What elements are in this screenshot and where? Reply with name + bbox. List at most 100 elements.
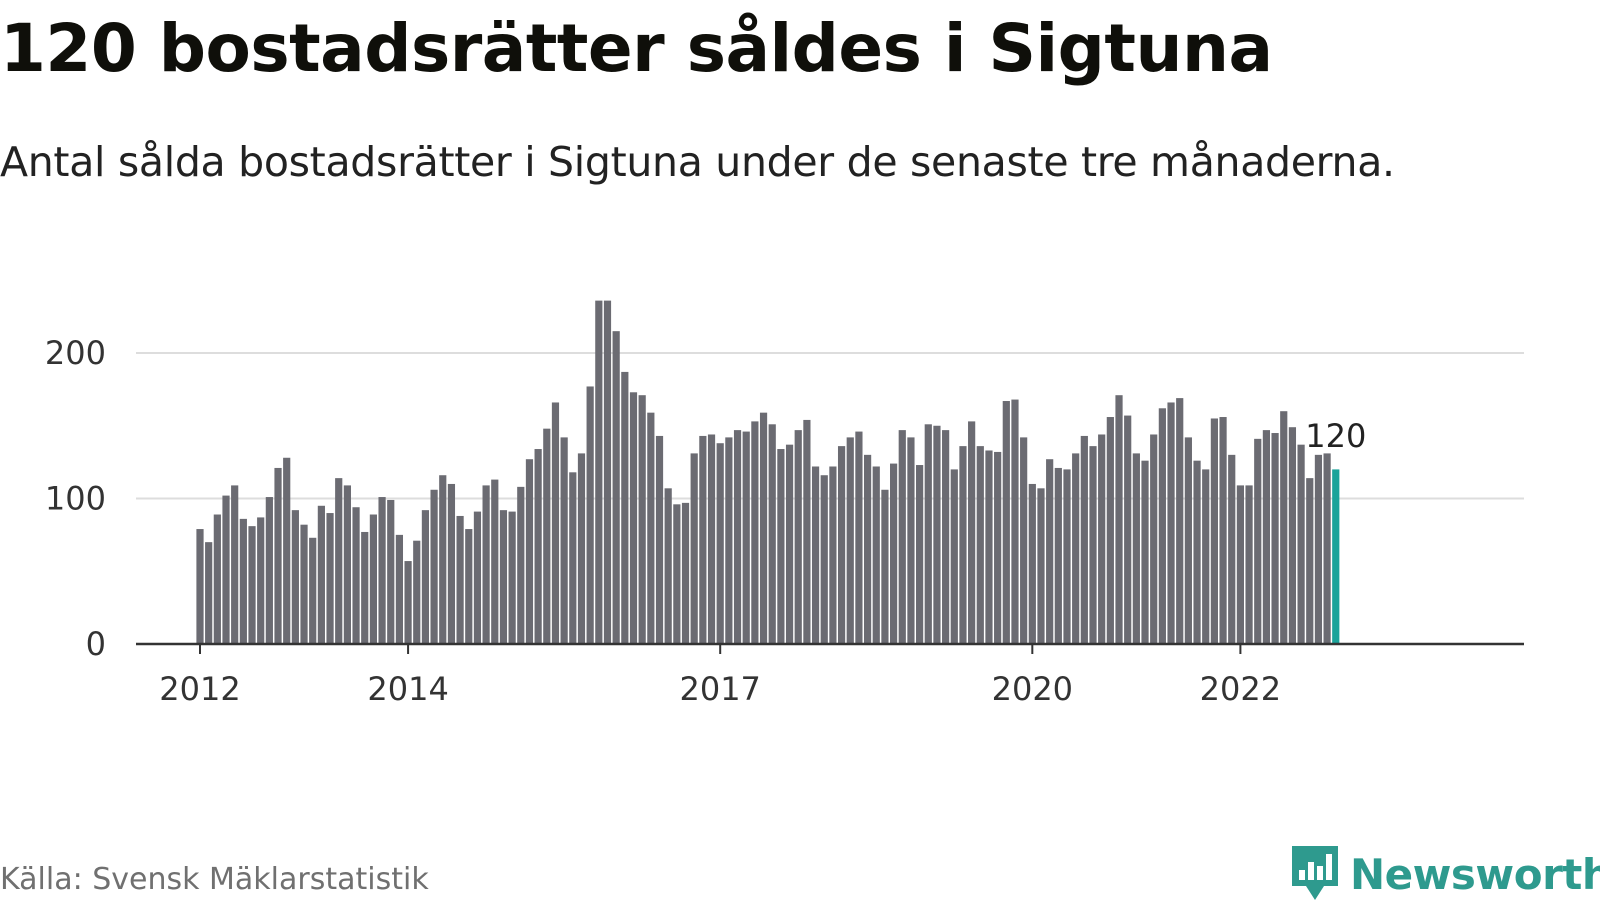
bar — [1184, 437, 1192, 644]
bar — [1288, 427, 1297, 644]
bar — [309, 537, 317, 644]
bar — [725, 437, 733, 644]
bar — [395, 534, 404, 644]
bar — [1020, 437, 1028, 644]
bar — [1167, 402, 1175, 644]
bar — [942, 430, 950, 644]
bar — [777, 449, 785, 644]
bar — [439, 475, 447, 644]
bar — [283, 457, 291, 644]
bar — [1106, 417, 1114, 644]
bar — [1297, 444, 1305, 644]
bar — [577, 453, 586, 644]
bar-highlight — [1332, 469, 1340, 644]
bar — [569, 472, 577, 644]
bar — [1228, 454, 1236, 644]
bar — [950, 469, 958, 644]
bar — [890, 463, 898, 644]
bar — [378, 497, 386, 644]
brand-logo: Newsworthy — [1290, 844, 1600, 904]
bar — [1063, 469, 1071, 644]
bar — [560, 437, 568, 644]
bar — [673, 504, 681, 644]
chart-title: 120 bostadsrätter såldes i Sigtuna — [0, 10, 1273, 87]
bar — [404, 561, 412, 644]
bar — [1089, 446, 1097, 644]
bar — [213, 514, 221, 644]
y-axis: 0 100 200 — [45, 334, 106, 663]
bar — [205, 542, 213, 644]
bar — [681, 502, 690, 644]
bar — [1176, 398, 1184, 644]
bar — [811, 466, 820, 644]
bar — [1254, 438, 1262, 644]
bar — [968, 421, 976, 644]
bar — [1306, 478, 1314, 644]
bar — [508, 511, 516, 644]
bar — [1245, 485, 1253, 644]
bar — [326, 513, 334, 644]
bar — [551, 402, 560, 644]
bar — [352, 507, 360, 644]
bar — [543, 428, 551, 644]
bar — [1011, 399, 1019, 644]
bar — [768, 424, 776, 644]
bar — [916, 465, 924, 644]
x-axis: 2012 2014 2017 2020 2022 — [159, 644, 1281, 708]
bar — [239, 518, 247, 644]
bar — [456, 515, 464, 644]
brand-name: Newsworthy — [1350, 849, 1600, 899]
bar — [751, 421, 759, 644]
bar — [829, 466, 837, 644]
bar — [1150, 434, 1158, 644]
bar — [1219, 417, 1227, 644]
bar — [803, 419, 811, 644]
bar — [742, 431, 750, 644]
bar — [933, 425, 941, 644]
bar — [846, 437, 854, 644]
bar — [1193, 460, 1201, 644]
bar — [1124, 415, 1132, 644]
bar — [638, 395, 646, 644]
bar — [603, 300, 612, 644]
bar — [759, 412, 768, 644]
bar — [1262, 430, 1271, 644]
newsworthy-logo-icon — [1292, 846, 1338, 900]
bar — [647, 412, 655, 644]
bar-series — [196, 300, 1340, 644]
bar — [1202, 469, 1210, 644]
bar — [1158, 408, 1166, 644]
bar — [664, 488, 672, 644]
bar — [733, 430, 742, 644]
bar — [707, 434, 716, 644]
bar — [335, 478, 343, 644]
bar — [1115, 395, 1123, 644]
bar — [222, 495, 230, 644]
bar — [898, 430, 906, 644]
y-tick-label: 200 — [45, 334, 106, 372]
bar — [265, 497, 273, 644]
bar — [387, 499, 395, 644]
bar — [430, 489, 438, 644]
bar — [482, 485, 490, 644]
bar — [1271, 433, 1279, 644]
bar — [300, 524, 308, 644]
bar — [447, 483, 456, 644]
highlight-value-label: 120 — [1305, 417, 1366, 455]
bar — [1280, 411, 1288, 644]
bar — [1314, 454, 1323, 644]
x-tick-label: 2022 — [1200, 670, 1281, 708]
bar — [413, 540, 421, 644]
source-note: Källa: Svensk Mäklarstatistik — [0, 862, 429, 897]
bar — [863, 454, 872, 644]
x-tick-label: 2020 — [992, 670, 1073, 708]
bar — [690, 453, 698, 644]
bar — [881, 489, 889, 644]
bar — [499, 510, 508, 644]
bar — [369, 514, 377, 644]
bar — [1072, 453, 1080, 644]
bar — [196, 529, 204, 644]
chart-subtitle: Antal sålda bostadsrätter i Sigtuna unde… — [0, 138, 1395, 186]
y-tick-label: 0 — [86, 625, 106, 663]
bar — [491, 479, 499, 644]
